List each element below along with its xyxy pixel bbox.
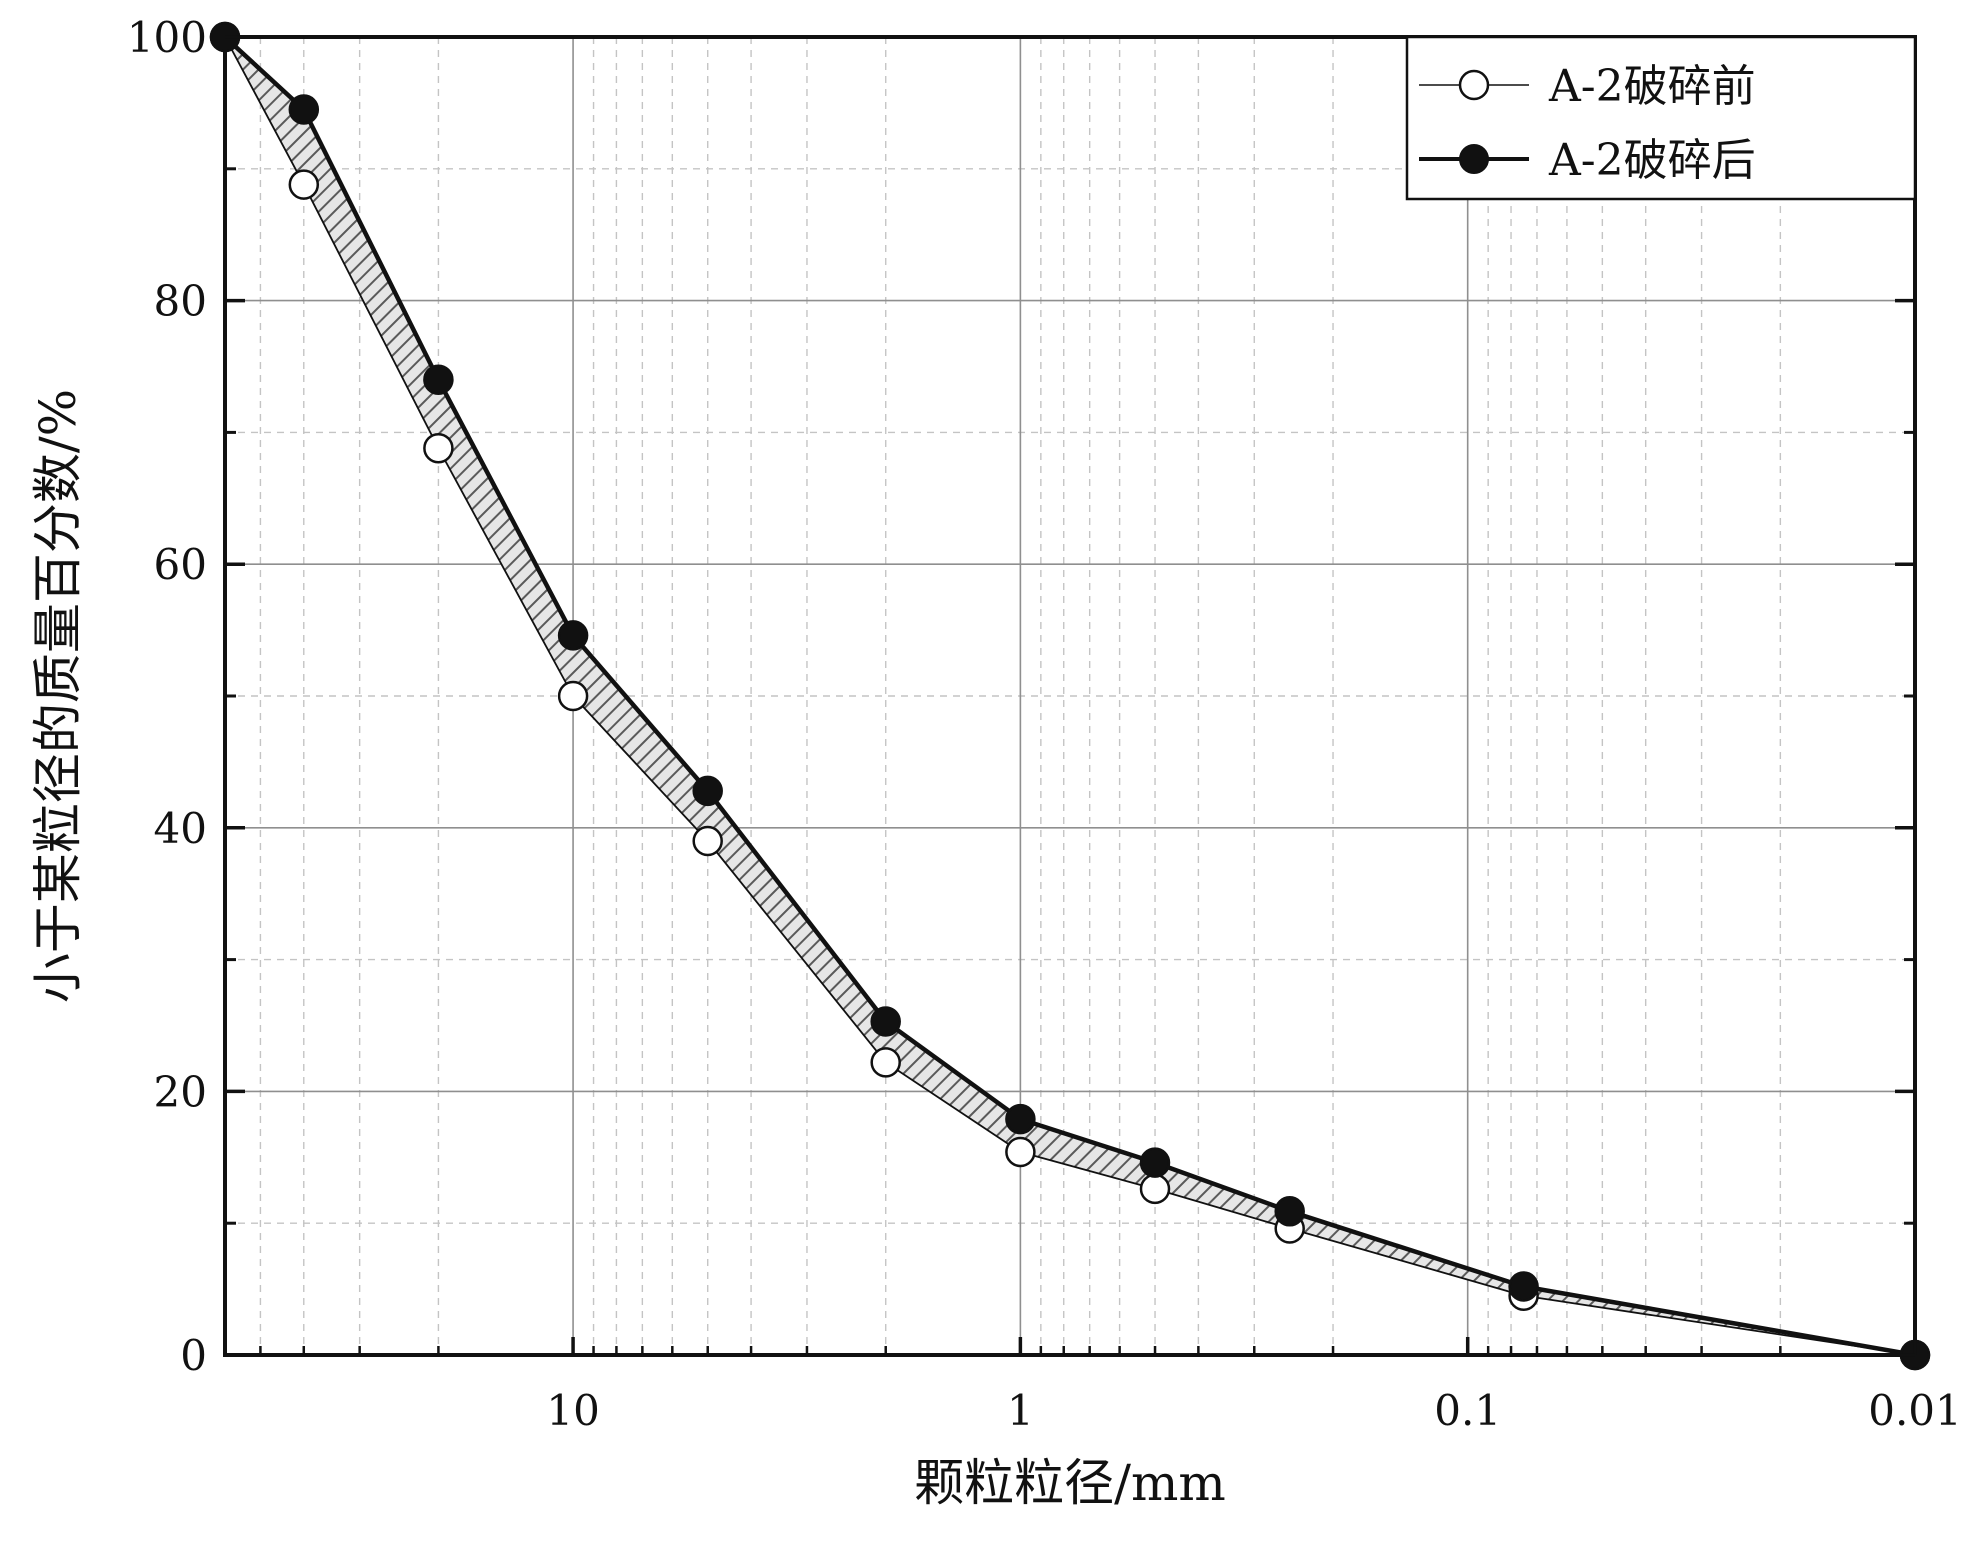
y-tick-label: 0 [180,1331,207,1380]
x-tick-labels: 10 1 0.1 0.01 [546,1386,1961,1435]
data-point-after [1005,1103,1036,1135]
legend-label-after-crushing: A-2破碎后 [1548,135,1756,186]
legend-open-circle-marker [1458,69,1490,101]
y-tick-label: 80 [154,277,207,326]
data-point-before [557,680,589,712]
data-point-after [1274,1196,1305,1227]
x-tick-label: 0.01 [1868,1386,1962,1435]
y-tick-label: 100 [127,13,207,62]
legend-box [1405,35,1917,201]
legend-item-after-crushing: A-2破碎后 [1419,135,1756,186]
x-tick-label: 0.1 [1434,1386,1501,1435]
x-axis-title: 颗粒粒径/mm [914,1454,1226,1512]
data-point-before [288,169,320,200]
data-point-after [423,364,454,395]
series-layer [209,21,1931,1371]
data-point-after [288,94,320,125]
data-point-before [692,825,723,857]
data-point-before [870,1047,901,1078]
data-point-before [423,432,454,464]
data-point-after [1508,1271,1539,1302]
y-tick-labels: 0 20 40 60 80 100 [127,13,207,1380]
y-tick-label: 40 [154,804,207,853]
y-tick-label: 20 [154,1067,207,1116]
x-tick-label: 10 [546,1386,599,1435]
data-point-after [870,1006,901,1037]
data-point-after [692,775,723,807]
y-tick-label: 60 [154,540,207,589]
data-point-before [1005,1136,1036,1168]
legend-label-before-crushing: A-2破碎前 [1548,61,1756,112]
y-axis-title: 小于某粒径的质量百分数/% [29,389,87,1003]
legend-filled-circle-marker [1459,144,1489,174]
data-point-before [1139,1173,1171,1205]
data-point-after [557,620,589,651]
legend: A-2破碎前 A-2破碎后 [1405,35,1917,201]
x-tick-label: 1 [1007,1386,1034,1435]
data-point-after [1139,1147,1171,1178]
legend-item-before-crushing: A-2破碎前 [1419,61,1756,112]
